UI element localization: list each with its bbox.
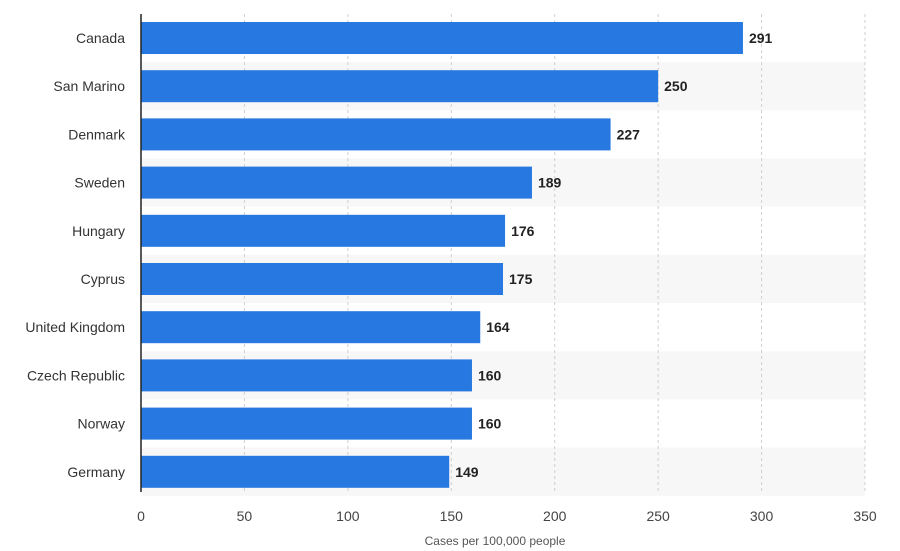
category-labels: Canada San Marino Denmark Sweden Hungary Cypr… [25, 30, 126, 480]
bar [141, 455, 450, 488]
category-label: Denmark [68, 126, 126, 142]
category-label: Czech Republic [27, 367, 125, 383]
value-labels: 291 250 227 189 176 175 164 160 160 149 [455, 30, 772, 480]
bar [141, 70, 659, 103]
x-tick-label: 100 [336, 508, 360, 524]
bar [141, 22, 743, 54]
value-label: 160 [478, 416, 502, 432]
value-label: 227 [617, 126, 641, 142]
x-tick-labels: 0 50 100 150 200 250 300 350 [137, 508, 877, 524]
value-label: 164 [486, 319, 510, 335]
category-label: Germany [67, 464, 125, 480]
category-label: Norway [78, 416, 125, 432]
value-label: 149 [455, 464, 479, 480]
bar [141, 263, 503, 295]
bar [141, 407, 472, 440]
x-tick-label: 50 [237, 508, 253, 524]
x-tick-label: 0 [137, 508, 145, 524]
category-label: San Marino [53, 78, 125, 94]
bars [141, 22, 743, 488]
x-tick-label: 350 [853, 508, 877, 524]
category-label: United Kingdom [25, 319, 125, 335]
category-label: Cyprus [81, 271, 125, 287]
bar [141, 166, 532, 199]
x-tick-label: 200 [543, 508, 567, 524]
value-label: 176 [511, 223, 535, 239]
value-label: 291 [749, 30, 773, 46]
x-tick-label: 150 [440, 508, 464, 524]
x-axis-title: Cases per 100,000 people [425, 534, 566, 548]
category-label: Canada [76, 30, 125, 46]
value-label: 175 [509, 271, 533, 287]
bar [141, 214, 506, 247]
bar [141, 359, 472, 392]
x-tick-label: 250 [646, 508, 670, 524]
value-label: 160 [478, 367, 502, 383]
value-label: 250 [664, 78, 688, 94]
category-label: Sweden [74, 175, 125, 191]
bar [141, 311, 481, 344]
x-tick-label: 300 [750, 508, 774, 524]
category-label: Hungary [72, 223, 125, 239]
value-label: 189 [538, 175, 562, 191]
bar [141, 118, 611, 151]
